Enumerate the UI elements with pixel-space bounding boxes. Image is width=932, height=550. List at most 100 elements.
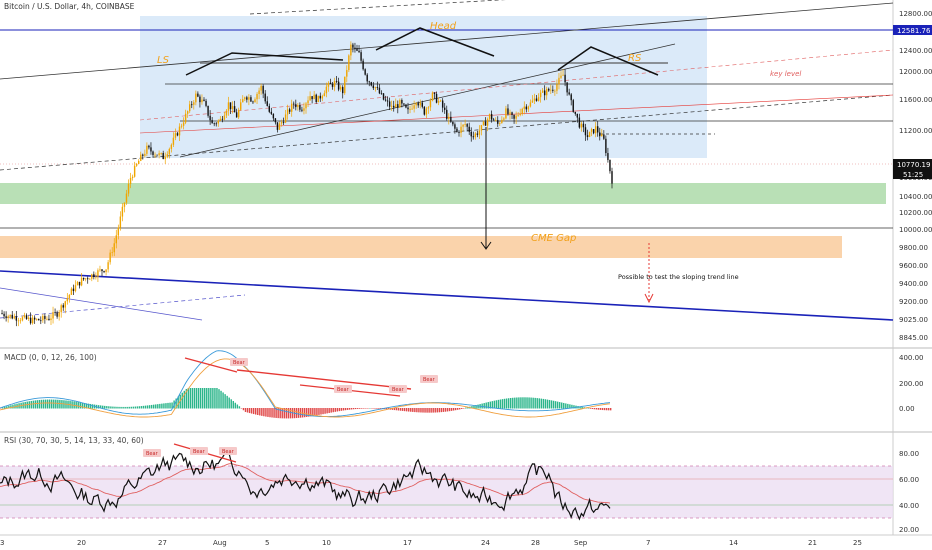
macd-bar — [224, 394, 226, 409]
candle-body — [215, 123, 217, 125]
candle-body — [537, 97, 540, 101]
candle-body — [456, 128, 458, 132]
candle-body — [89, 278, 91, 280]
macd-bar — [334, 408, 336, 412]
candle-body — [54, 312, 56, 313]
macd-bar — [436, 408, 438, 413]
current-price-text: 10770.19 — [897, 161, 930, 169]
candle-body — [68, 294, 71, 299]
price-tick: 10400.00 — [899, 193, 932, 201]
macd-bar — [550, 400, 553, 409]
candle-body — [156, 154, 158, 156]
macd-bar — [306, 408, 308, 417]
candle-body — [578, 117, 581, 128]
price-tick: 10200.00 — [899, 209, 932, 217]
candle-body — [64, 301, 66, 308]
candle-body — [472, 136, 474, 138]
macd-bar — [167, 402, 169, 409]
macd-bar — [273, 408, 275, 418]
macd-bar — [289, 408, 292, 419]
macd-tick: 200.00 — [899, 380, 924, 388]
macd-bar — [59, 399, 61, 409]
macd-bar — [118, 406, 120, 409]
macd-bar — [348, 408, 351, 410]
candle-body — [382, 93, 385, 100]
macd-bar — [605, 408, 608, 411]
macd-bar — [320, 408, 322, 415]
macd-bar — [418, 408, 420, 413]
candle-body — [582, 123, 585, 128]
price-tick: 10000.00 — [899, 226, 932, 234]
macd-bar — [591, 408, 594, 410]
macd-bar — [189, 388, 192, 409]
macd-bar — [144, 405, 147, 409]
macd-bar — [97, 405, 100, 409]
macd-bar — [310, 408, 312, 417]
candle-body — [131, 176, 134, 178]
macd-bar — [416, 408, 418, 413]
candle-body — [303, 108, 305, 111]
candle-body — [378, 87, 381, 94]
macd-bar — [542, 398, 545, 409]
time-tick: 25 — [853, 539, 862, 547]
macd-bar — [169, 402, 171, 409]
macd-bar — [571, 404, 573, 409]
head-arc — [375, 27, 495, 57]
macd-bar — [434, 408, 436, 413]
macd-bar — [42, 399, 45, 409]
candle-body — [594, 126, 597, 134]
price-axis[interactable]: 12800.00 12400.00 12000.00 11600.00 1120… — [899, 10, 932, 342]
candle-body — [70, 288, 73, 295]
macd-bar — [2, 407, 4, 409]
candle-body — [572, 100, 574, 112]
macd-bar — [512, 397, 514, 409]
macd-bar — [518, 397, 520, 409]
candle-body — [482, 121, 485, 126]
macd-bar — [255, 408, 257, 415]
candle-body — [515, 115, 517, 119]
macd-bar — [603, 408, 606, 411]
macd-bar — [79, 402, 81, 409]
head-label: Head — [430, 21, 457, 32]
candle-body — [552, 89, 554, 91]
macd-bar — [279, 408, 281, 419]
candle-body — [260, 85, 262, 91]
macd-bar — [236, 404, 239, 409]
candle-body — [313, 94, 315, 100]
upper-channel-line — [0, 2, 894, 80]
macd-bar — [102, 405, 104, 409]
macd-bar — [214, 388, 216, 409]
candle-body — [405, 104, 407, 108]
candle-body — [335, 81, 338, 82]
red-dashed-channel — [139, 49, 894, 121]
candle-body — [115, 235, 117, 244]
consolidation-box — [140, 16, 707, 158]
macd-bar — [106, 406, 108, 409]
candle-body — [280, 122, 283, 124]
macd-bar — [446, 408, 449, 412]
macd-bar — [432, 408, 434, 413]
macd-bar — [126, 406, 128, 409]
time-axis[interactable]: 3 20 27 Aug 5 10 17 24 28 Sep 7 14 21 25 — [0, 539, 862, 547]
rsi-bear-tag-2 — [190, 447, 208, 455]
candle-body — [189, 104, 191, 112]
candle-body — [97, 270, 99, 277]
price-tick: 11600.00 — [899, 96, 932, 104]
candle-body — [441, 100, 444, 108]
macd-bar — [412, 408, 414, 412]
candle-body — [129, 177, 132, 184]
macd-bar — [287, 408, 290, 419]
candle-body — [9, 314, 11, 317]
macd-bar — [55, 399, 57, 409]
macd-bar — [181, 392, 183, 409]
macd-bar — [424, 408, 426, 413]
candle-body — [56, 312, 58, 317]
candle-body — [317, 95, 319, 103]
macd-bar — [175, 398, 177, 409]
candle-body — [529, 102, 532, 107]
macd-bar — [28, 401, 30, 409]
macd-bar — [565, 403, 567, 409]
macd-bar — [471, 406, 473, 409]
macd-bar — [322, 408, 324, 415]
